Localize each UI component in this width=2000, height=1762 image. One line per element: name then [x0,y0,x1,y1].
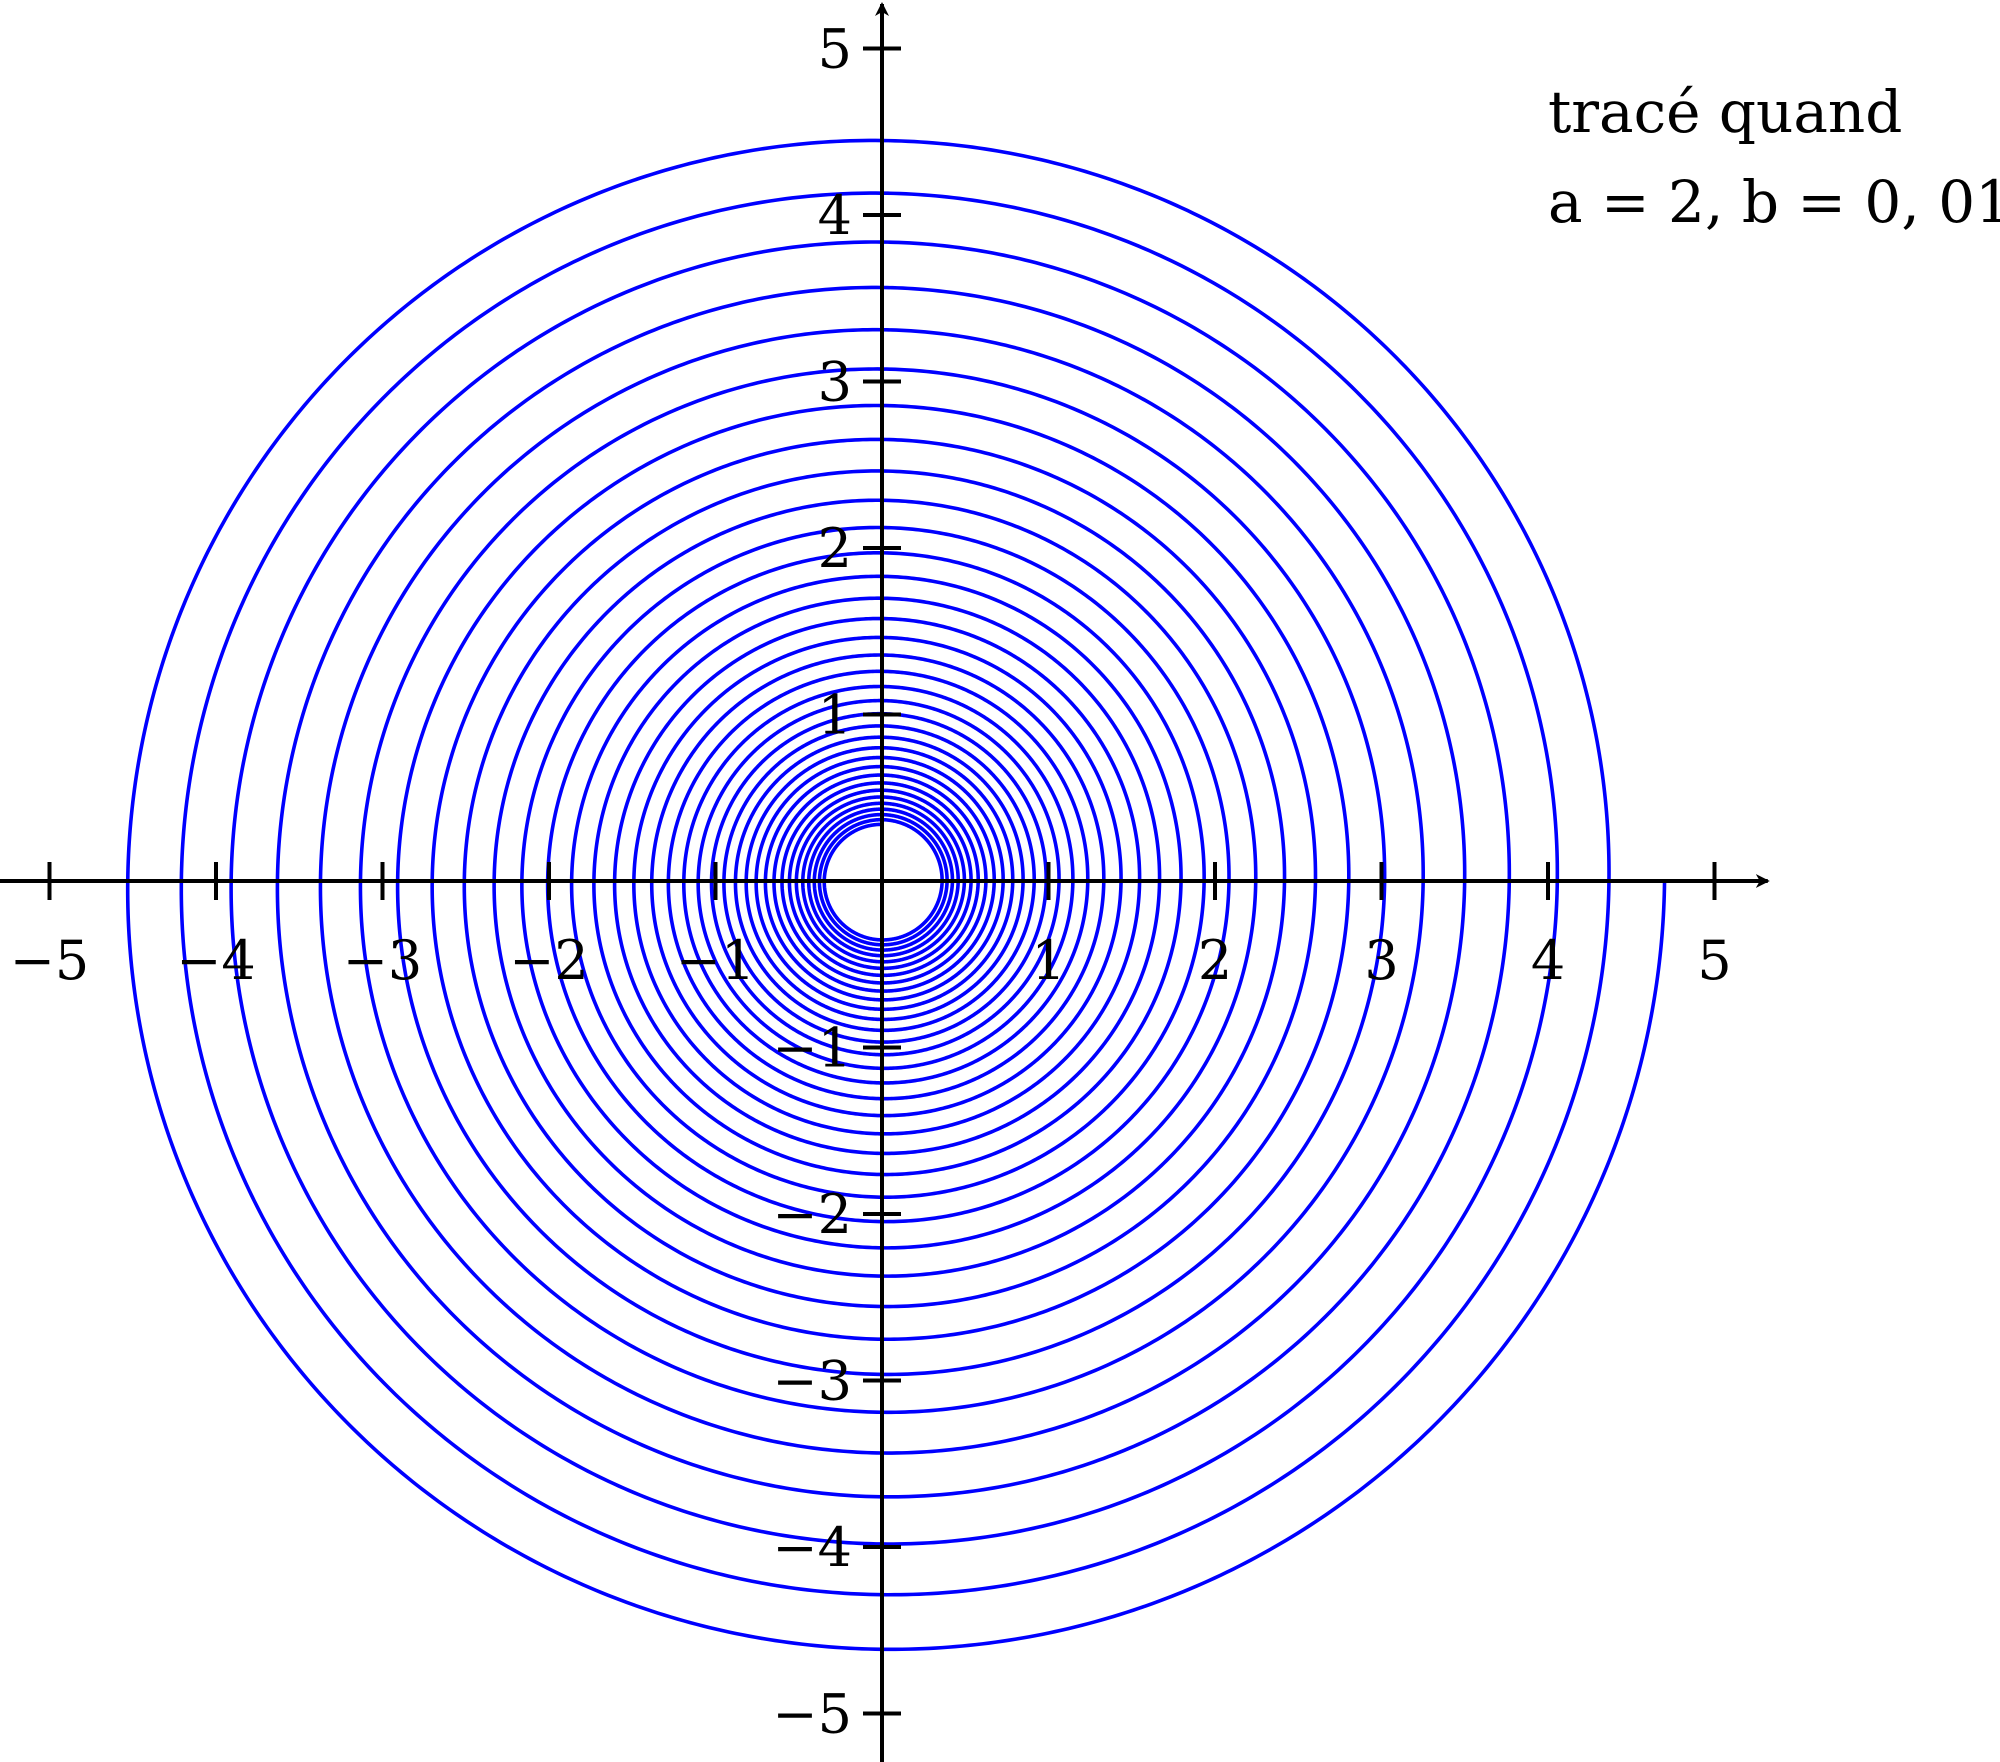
x-tick-label: 5 [1697,929,1731,992]
y-tick-label: −2 [772,1183,852,1246]
x-tick-label: −1 [676,929,756,992]
x-tick-label: 2 [1198,929,1232,992]
y-tick-label: 4 [818,184,852,247]
y-tick-label: 1 [818,684,852,747]
x-tick-label: −3 [343,929,423,992]
y-ticks: −5 −4 −3 −2 −1 1 2 3 4 5 [772,18,901,1746]
x-tick-label: −4 [176,929,256,992]
spiral-series [125,138,1667,1652]
y-tick-label: 5 [818,18,852,81]
annotation-line1: tracé quand [1548,78,1902,146]
y-tick-label: −3 [772,1350,852,1413]
y-tick-label: −5 [772,1683,852,1746]
x-tick-label: 3 [1364,929,1398,992]
x-tick-label: 1 [1031,929,1065,992]
x-ticks: −5 −4 −3 −2 −1 1 2 3 4 5 [10,862,1732,992]
annotation-line2: a = 2, b = 0, 01 [1548,168,2000,236]
x-tick-label: −5 [10,929,90,992]
y-tick-label: 2 [818,517,852,580]
x-tick-label: −2 [509,929,589,992]
spiral-curve [125,138,1667,1652]
y-tick-label: 3 [818,351,852,414]
y-tick-label: −1 [772,1017,852,1080]
y-tick-label: −4 [772,1516,852,1579]
annotation: tracé quand a = 2, b = 0, 01 [1548,78,2000,236]
x-tick-label: 4 [1531,929,1565,992]
